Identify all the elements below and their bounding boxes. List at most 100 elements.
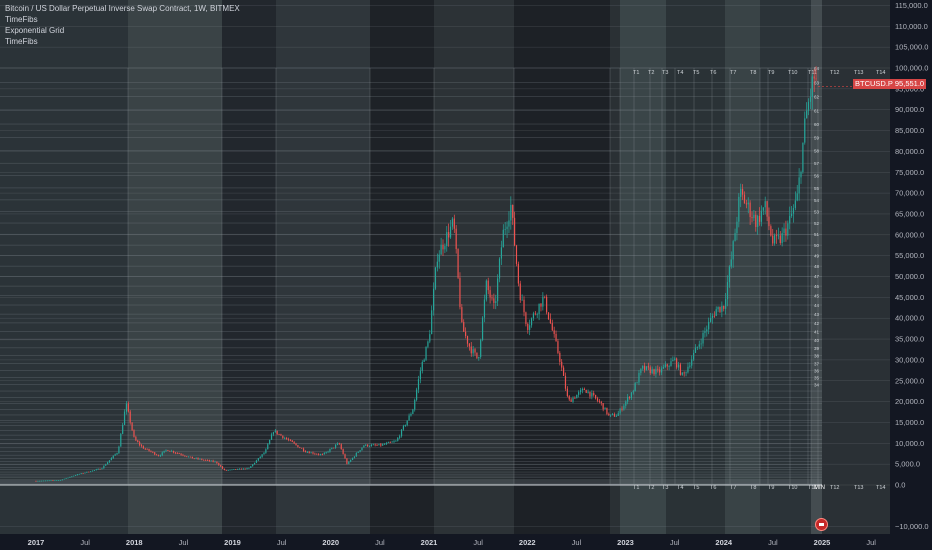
candle-body [741,188,744,195]
candle-body [146,448,148,450]
candle-body [327,451,329,453]
snapshot-icon[interactable] [815,518,828,531]
candle-body [299,447,301,449]
candle-body [764,201,766,208]
candle-body [259,456,261,459]
candle-body [406,420,408,426]
candle-body [278,434,280,435]
candle-body [63,478,65,480]
candle-body [457,249,459,278]
candle-body [58,480,60,481]
candle-body [455,228,457,250]
candle-body [308,452,310,454]
y-tick-label: 65,000.0 [895,209,924,218]
candle-body [657,368,659,370]
candle-body [813,76,815,79]
candle-body [440,244,442,255]
candle-body [223,468,226,471]
candle-body [789,216,791,224]
x-tick-label: Jul [80,538,90,547]
x-tick-label: 2022 [519,538,536,547]
candle-body [391,441,393,443]
time-fib-label-bottom: T11 [808,485,817,491]
candle-body [351,457,354,460]
candle-body [253,462,256,465]
candle-body [463,322,465,332]
candle-body [334,444,337,448]
candle-body [461,307,463,323]
candle-body [336,443,339,445]
candle-body [380,444,382,446]
candle-body [131,422,133,431]
candle-body [704,331,706,333]
candle-body [107,462,109,465]
time-fib-label-top: T13 [854,70,863,76]
candle-body [649,367,651,374]
candle-body [316,453,318,455]
candle-body [184,455,186,457]
candle-body [137,440,139,443]
candle-body [708,321,710,330]
candle-body [48,480,50,482]
candle-body [529,325,531,330]
x-tick-label: Jul [277,538,287,547]
candle-body [779,235,781,244]
candle-body [361,447,363,451]
grid-level-label: 61 [814,108,820,113]
candle-body [546,296,548,313]
candle-body [621,408,623,410]
grid-level-label: 52 [814,221,820,226]
candle-body [743,194,746,204]
candle-body [640,368,642,373]
study-exponential-grid[interactable]: Exponential Grid [5,26,65,35]
candle-body [772,235,774,244]
candle-body [645,366,648,370]
candle-body [91,470,94,472]
candle-body [69,476,71,478]
candle-body [608,414,610,415]
study-timefibs-2[interactable]: TimeFibs [5,37,38,46]
candle-body [150,450,152,452]
time-fib-label-top: T11 [808,70,817,76]
y-tick-label: 25,000.0 [895,376,924,385]
candle-body [116,453,118,455]
grid-level-label: 57 [814,161,820,166]
candle-body [538,303,540,314]
grid-level-label: 38 [814,354,820,359]
candle-body [719,306,721,312]
candle-body [333,447,335,449]
grid-level-label: 60 [814,122,820,127]
candle-body [700,343,702,345]
candle-body [182,454,184,456]
candle-body [495,301,497,303]
chart-title[interactable]: Bitcoin / US Dollar Perpetual Inverse Sw… [5,4,240,13]
y-tick-label: 55,000.0 [895,251,924,260]
candle-body [775,235,778,237]
candle-body [476,352,478,359]
x-tick-label: Jul [473,538,483,547]
time-fib-label-top: T5 [693,70,699,76]
grid-level-label: 64 [814,66,820,71]
candle-body [365,444,367,446]
candle-body [154,452,156,455]
candle-body [787,223,789,236]
candle-body [321,454,324,456]
y-tick-label: 35,000.0 [895,335,924,344]
x-tick-label: 2024 [715,538,733,547]
time-band-8 [620,0,666,534]
candle-body [80,473,82,474]
candle-body [446,232,448,247]
candle-body [749,202,751,218]
candle-body [627,396,629,402]
candle-body [225,470,227,471]
candle-body [270,434,273,440]
candle-body [378,444,380,446]
candle-body [615,415,617,417]
candle-body [227,469,229,471]
candle-body [544,296,546,298]
candle-body [423,359,425,362]
candle-body [530,318,533,326]
study-timefibs-1[interactable]: TimeFibs [5,15,38,24]
candle-body [504,229,506,230]
